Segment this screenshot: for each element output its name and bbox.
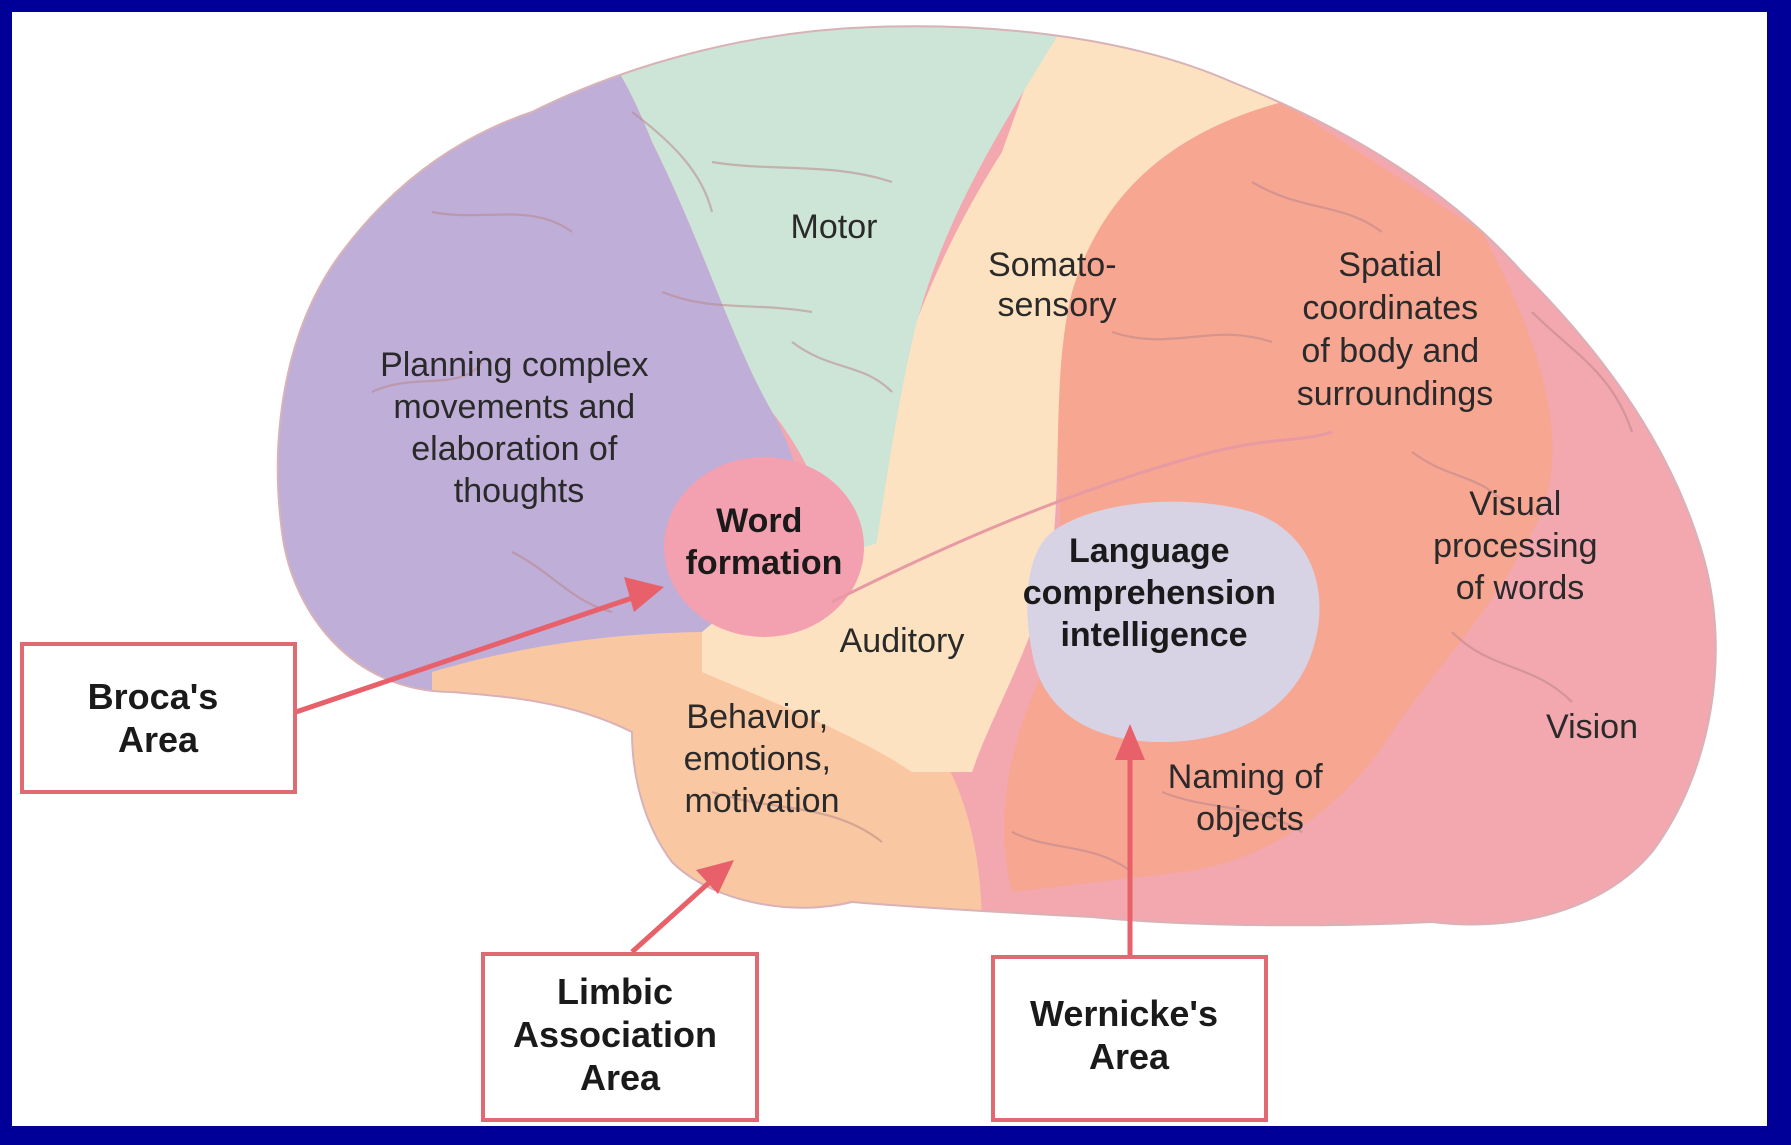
label-word-formation: Word formation — [686, 502, 843, 582]
label-somatosensory: Somato- sensory — [988, 246, 1126, 324]
callout-box-limbic — [481, 952, 759, 1122]
callout-arrows — [289, 577, 1145, 957]
label-vision: Vision — [1546, 708, 1638, 746]
region-planning-fill — [277, 26, 806, 732]
brain-diagram: Motor Somato- sensory Planning complex m… — [20, 25, 1717, 1122]
label-motor: Motor — [791, 208, 878, 246]
callout-label-limbic: Limbic Association Area — [513, 971, 727, 1098]
arrow-limbic — [630, 878, 714, 954]
label-language: Language comprehension intelligence — [1023, 532, 1286, 654]
arrow-head-broca — [624, 577, 664, 612]
arrow-head-limbic — [696, 860, 734, 894]
arrow-broca — [289, 593, 639, 717]
callout-box-broca — [20, 642, 297, 794]
callout-box-wernicke — [991, 955, 1268, 1122]
region-language-fill — [1027, 501, 1320, 742]
label-naming: Naming of objects — [1168, 758, 1332, 838]
label-auditory: Auditory — [840, 622, 965, 660]
label-behavior: Behavior, emotions, motivation — [684, 698, 841, 820]
region-word-formation-fill — [664, 457, 864, 637]
label-planning: Planning complex movements and elaborati… — [380, 346, 658, 510]
brain-veins — [371, 111, 1634, 873]
lateral-fissure — [831, 430, 1333, 604]
region-motor-fill — [572, 26, 1072, 732]
brain-outline — [276, 25, 1717, 927]
diagram-frame: Motor Somato- sensory Planning complex m… — [12, 12, 1767, 1126]
callout-limbic: Limbic Association Area — [481, 952, 759, 1122]
callout-label-broca: Broca's Area — [88, 676, 229, 760]
arrow-head-wernicke — [1115, 724, 1145, 760]
region-labels: Motor Somato- sensory Planning complex m… — [380, 208, 1638, 838]
callout-label-wernicke: Wernicke's Area — [1030, 993, 1228, 1077]
label-spatial: Spatial coordinates of body and surround… — [1297, 246, 1494, 413]
callout-wernicke: Wernicke's Area — [991, 955, 1268, 1122]
callout-broca: Broca's Area — [20, 642, 297, 794]
label-visual-words: Visual processing of words — [1433, 485, 1607, 607]
